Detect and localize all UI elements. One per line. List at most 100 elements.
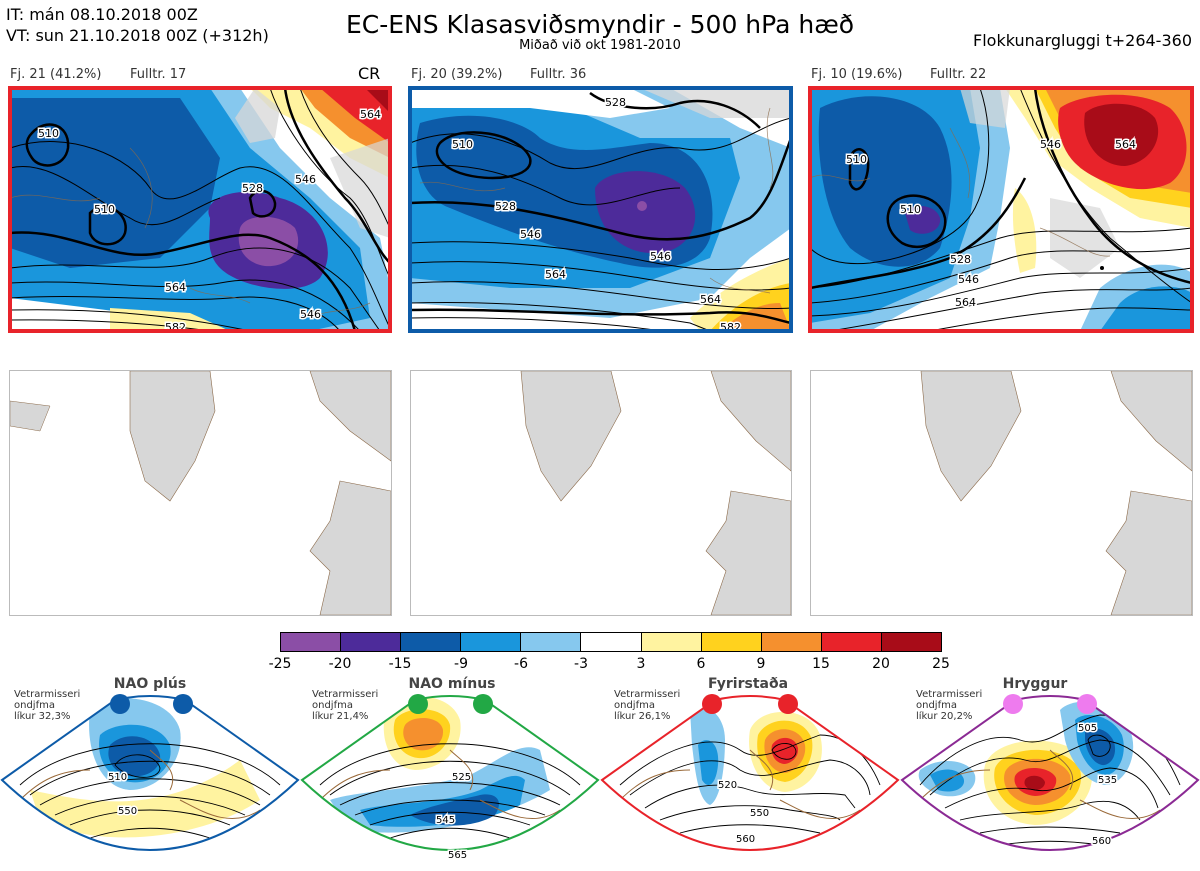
legend-swatch [881, 633, 942, 651]
regime-info-hryggur: Vetrarmisseri ondjfma líkur 20,2% [916, 689, 982, 722]
legend-swatch [821, 633, 882, 651]
contour-label: 546 [520, 228, 541, 241]
legend-tick: -6 [514, 656, 528, 672]
color-legend [280, 632, 942, 652]
cluster-map-2: 510 528 546 564 528 546 564 582 [410, 88, 791, 331]
contour-label: 564 [700, 293, 721, 306]
window-label: Flokkunargluggi t+264-360 [973, 31, 1192, 50]
regime-title-hryggur: Hryggur [1002, 676, 1068, 692]
cluster-map-1: 510 510 528 546 564 582 546 564 [10, 88, 390, 331]
contour-label: 505 [1078, 723, 1097, 734]
regime-info-line: líkur 26,1% [614, 711, 671, 722]
contour-label: 546 [295, 173, 316, 186]
contour-label: 545 [436, 815, 455, 826]
legend-tick: -25 [268, 656, 292, 672]
contour-label: 528 [242, 182, 263, 195]
contour-label: 528 [495, 200, 516, 213]
cluster-2-rep: Fulltr. 36 [530, 67, 587, 82]
cluster-3-count: Fj. 10 (19.6%) [811, 67, 903, 82]
regime-map-nao-minus: 525 545 565 [300, 694, 600, 863]
legend-swatch [581, 633, 642, 651]
regime-info-line: líkur 21,4% [312, 711, 369, 722]
empty-map-3 [810, 370, 1193, 616]
contour-label: 510 [846, 153, 867, 166]
contour-label: 550 [118, 806, 137, 817]
contour-label: 564 [165, 281, 186, 294]
legend-swatch [401, 633, 462, 651]
initial-time: IT: mán 08.10.2018 00Z [6, 5, 198, 24]
legend-swatch [641, 633, 702, 651]
page-title: EC-ENS Klasasviðsmyndir - 500 hPa hæð [345, 10, 855, 39]
regime-info-line: ondjfma [614, 700, 655, 711]
contour-label: 546 [958, 273, 979, 286]
contour-label: 582 [165, 321, 186, 331]
header-times: IT: mán 08.10.2018 00Z VT: sun 21.10.201… [6, 4, 269, 46]
regime-info-fyrirstada: Vetrarmisseri ondjfma líkur 26,1% [614, 689, 680, 722]
page-subtitle: Miðað við okt 1981-2010 [519, 38, 681, 53]
contour-label: 564 [1115, 138, 1136, 151]
regime-info-line: ondjfma [916, 700, 957, 711]
contour-label: 528 [950, 253, 971, 266]
regime-info-line: ondjfma [312, 700, 353, 711]
legend-tick: -15 [388, 656, 412, 672]
regime-title-fyrirstada: Fyrirstaða [707, 676, 789, 692]
legend-tick: 9 [756, 656, 766, 672]
regime-info-line: líkur 20,2% [916, 711, 973, 722]
cluster-1-count: Fj. 21 (41.2%) [10, 67, 102, 82]
regime-info-line: Vetrarmisseri [14, 689, 81, 700]
legend-tick: 3 [636, 656, 646, 672]
valid-time: VT: sun 21.10.2018 00Z (+312h) [6, 26, 269, 45]
legend-tick: 15 [812, 656, 830, 672]
contour-label: 546 [1040, 138, 1061, 151]
contour-label: 564 [545, 268, 566, 281]
legend-swatch [701, 633, 762, 651]
regime-title-nao-plus: NAO plús [113, 676, 187, 692]
cluster-1-rep: Fulltr. 17 [130, 67, 187, 82]
regime-map-nao-plus: 510 550 [0, 694, 300, 851]
contour-label: 510 [452, 138, 473, 151]
contour-label: 550 [750, 808, 769, 819]
contour-label: 546 [650, 250, 671, 263]
contour-label: 560 [1092, 836, 1111, 847]
legend-tick: 25 [932, 656, 950, 672]
contour-label: 564 [360, 108, 381, 121]
contour-label: 510 [94, 203, 115, 216]
regime-map-hryggur: 505 535 560 [900, 694, 1200, 851]
contour-label: 520 [718, 780, 737, 791]
legend-swatch [761, 633, 822, 651]
legend-swatch [281, 633, 342, 651]
cluster-3-rep: Fulltr. 22 [930, 67, 987, 82]
legend-tick: 6 [696, 656, 706, 672]
contour-label: 564 [955, 296, 976, 309]
empty-map-2 [410, 370, 792, 616]
legend-tick: 20 [872, 656, 890, 672]
regime-info-nao-plus: Vetrarmisseri ondjfma líkur 32,3% [14, 689, 80, 722]
contour-label: 535 [1098, 775, 1117, 786]
contour-label: 510 [38, 127, 59, 140]
legend-swatch [461, 633, 522, 651]
regime-info-line: líkur 32,3% [14, 711, 71, 722]
contour-label: 510 [900, 203, 921, 216]
regime-info-nao-minus: Vetrarmisseri ondjfma líkur 21,4% [312, 689, 378, 722]
legend-swatch [341, 633, 402, 651]
contour-label: 510 [108, 772, 127, 783]
legend-tick: -9 [454, 656, 468, 672]
cluster-map-3: 510 510 528 546 564 546 564 [810, 88, 1192, 331]
contour-label: 582 [720, 321, 741, 331]
regime-info-line: Vetrarmisseri [916, 689, 983, 700]
legend-tick: -3 [574, 656, 588, 672]
contour-label: 525 [452, 772, 471, 783]
contour-label: 565 [448, 850, 467, 861]
regime-info-line: Vetrarmisseri [614, 689, 681, 700]
empty-map-1 [9, 370, 392, 616]
regime-title-nao-minus: NAO mínus [408, 676, 496, 692]
legend-tick: -20 [328, 656, 352, 672]
regime-info-line: Vetrarmisseri [312, 689, 379, 700]
legend-swatch [521, 633, 582, 651]
control-run-tag: CR [358, 64, 381, 83]
regime-map-fyrirstada: 520 550 560 [600, 694, 900, 851]
contour-label: 546 [300, 308, 321, 321]
cluster-2-count: Fj. 20 (39.2%) [411, 67, 503, 82]
regime-info-line: ondjfma [14, 700, 55, 711]
contour-label: 560 [736, 834, 755, 845]
